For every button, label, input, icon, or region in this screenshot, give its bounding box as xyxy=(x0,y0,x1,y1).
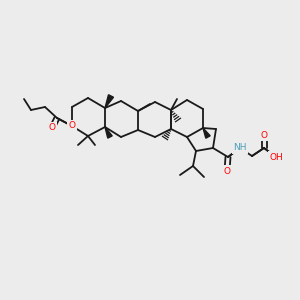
Text: O: O xyxy=(68,122,76,130)
Text: O: O xyxy=(224,167,230,176)
Polygon shape xyxy=(203,128,210,138)
Text: O: O xyxy=(260,130,268,140)
Text: O: O xyxy=(49,124,56,133)
Text: OH: OH xyxy=(269,152,283,161)
Text: NH: NH xyxy=(233,143,247,152)
Polygon shape xyxy=(105,127,112,138)
Polygon shape xyxy=(105,95,113,108)
